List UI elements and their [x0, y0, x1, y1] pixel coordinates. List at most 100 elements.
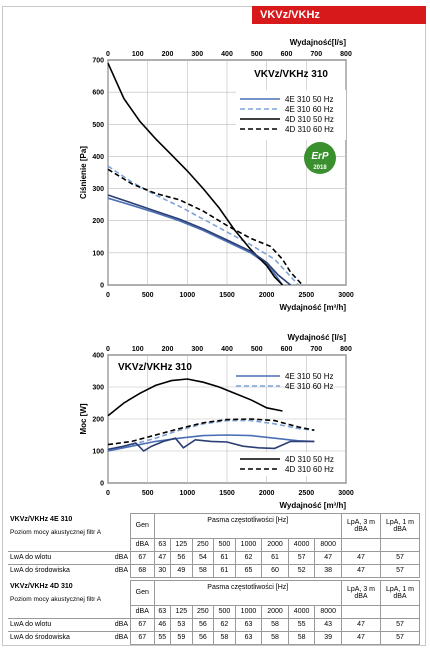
y-tick-label: 0 — [100, 283, 104, 290]
lpa1-unit-empty — [380, 604, 420, 619]
x-tick-label: 2000 — [259, 490, 275, 497]
band-value: 58 — [261, 630, 289, 645]
table-row: LwA do wlotu dBA 67 46 53 56 62 63 58 55 43 47 57 — [8, 617, 420, 632]
table-subheader-row: Poziom mocy akustycznej filtr A — [8, 593, 420, 605]
x-tick-label: 0 — [106, 292, 110, 299]
top-tick-label: 500 — [251, 346, 263, 353]
top-tick-label: 800 — [340, 51, 352, 58]
row-label-text: LwA do wlotu — [10, 554, 52, 561]
band-header: Pasma częstotliwości [Hz] — [153, 513, 343, 526]
lpa3-value: 47 — [341, 630, 381, 645]
row-label: LwA do środowiska dBA — [8, 630, 131, 644]
top-tick-label: 700 — [310, 51, 322, 58]
x-axis-label: Wydajność [m³/h] — [279, 501, 346, 510]
acoustic-table-4e: VKVz/VKHz 4E 310 Gen Pasma częstotliwości … — [8, 513, 420, 578]
x-tick-label: 0 — [106, 490, 110, 497]
band-value: 55 — [153, 630, 172, 645]
top-tick-label: 200 — [162, 346, 174, 353]
band-unit: 250 — [191, 604, 215, 619]
unit-row-label — [8, 605, 131, 618]
series-line — [107, 168, 303, 286]
x-tick-label: 500 — [142, 292, 154, 299]
lpa3-unit-empty — [341, 537, 381, 552]
x-tick-label: 1500 — [219, 292, 235, 299]
band-value: 38 — [314, 563, 342, 578]
top-tick-label: 300 — [191, 51, 203, 58]
band-value: 30 — [153, 563, 172, 578]
band-value: 54 — [191, 550, 215, 565]
series-line — [107, 378, 283, 417]
band-value: 63 — [234, 617, 263, 632]
row-label: LwA do wlotu dBA — [8, 550, 131, 564]
top-tick-label: 400 — [221, 51, 233, 58]
table-title: VKVz/VKHz 4D 310 — [10, 583, 73, 591]
band-unit: 2000 — [261, 537, 289, 552]
gen-value: 67 — [130, 550, 155, 565]
y-tick-label: 600 — [92, 90, 104, 97]
band-value: 61 — [213, 563, 236, 578]
acoustic-table-4d: VKVz/VKHz 4D 310 Gen Pasma częstotliwości … — [8, 580, 420, 645]
y-tick-label: 200 — [92, 218, 104, 225]
y-tick-label: 100 — [92, 449, 104, 456]
band-unit: 250 — [191, 537, 215, 552]
x-tick-label: 1500 — [219, 490, 235, 497]
top-tick-label: 200 — [162, 51, 174, 58]
band-unit: 1000 — [234, 604, 263, 619]
lpa3-unit-empty — [341, 604, 381, 619]
y-tick-label: 300 — [92, 385, 104, 392]
band-unit: 1000 — [234, 537, 263, 552]
erp-badge-text: ErP — [311, 151, 329, 162]
row-label-text: LwA do środowiska — [10, 567, 70, 575]
top-tick-label: 300 — [191, 346, 203, 353]
y-axis-label: Ciśnienie [Pa] — [79, 146, 88, 199]
band-unit: 125 — [170, 604, 193, 619]
band-unit: 63 — [153, 537, 172, 552]
table-unit-row: dBA 63 125 250 500 1000 2000 4000 8000 — [8, 604, 420, 619]
series-line — [107, 62, 284, 286]
x-tick-label: 2500 — [299, 292, 315, 299]
legend-label: 4D 310 50 Hz — [285, 115, 334, 124]
y-tick-label: 700 — [92, 58, 104, 65]
band-value: 58 — [213, 630, 236, 645]
unit-row-label — [8, 538, 131, 551]
row-unit: dBA — [114, 554, 128, 561]
erp-badge-year: 2018 — [313, 165, 327, 171]
top-tick-label: 100 — [132, 51, 144, 58]
x-tick-label: 1000 — [180, 292, 196, 299]
lpa1-header: LpA, 1 m dBA — [380, 580, 420, 606]
series-line — [107, 197, 284, 286]
x-tick-label: 3000 — [338, 292, 354, 299]
band-unit: 500 — [213, 537, 236, 552]
datasheet-frame — [2, 6, 426, 646]
band-value: 55 — [287, 617, 316, 632]
lpa1-value: 57 — [380, 617, 420, 632]
band-value: 62 — [234, 550, 263, 565]
row-unit: dBA — [114, 621, 128, 628]
top-tick-label: 600 — [281, 346, 293, 353]
product-tag: VKVz/VKHz — [252, 6, 426, 24]
top-tick-label: 0 — [106, 346, 110, 353]
band-value: 56 — [191, 630, 215, 645]
band-value: 63 — [234, 630, 263, 645]
lpa1-value: 57 — [380, 550, 420, 565]
chart-title: VKVz/VKHz 310 — [118, 362, 192, 373]
table-header-row: VKVz/VKHz 4D 310 Gen Pasma częstotliwości … — [8, 580, 420, 606]
band-value: 60 — [261, 563, 289, 578]
pressure-chart: 0 500 1000 1500 2000 2500 30000100200300400500… — [79, 38, 354, 312]
table-subtitle: Poziom mocy akustycznej filtr A — [10, 528, 102, 536]
legend-label: 4E 310 60 Hz — [285, 382, 333, 391]
top-tick-label: 600 — [281, 51, 293, 58]
gen-value: 68 — [130, 563, 155, 578]
table-row: LwA do środowiska dBA 68 30 49 58 61 65 60 52 38 47… — [8, 563, 420, 578]
x-tick-label: 2000 — [259, 292, 275, 299]
band-value: 65 — [234, 563, 263, 578]
band-unit: 2000 — [261, 604, 289, 619]
lpa1-header: LpA, 1 m dBA — [380, 513, 420, 539]
band-unit: 4000 — [287, 537, 316, 552]
lpa1-value: 57 — [380, 563, 420, 578]
lpa3-header: LpA, 3 m dBA — [341, 513, 381, 539]
series-line — [107, 194, 292, 286]
table-row: LwA do środowiska dBA 67 55 59 56 58 63 58 58 39 47… — [8, 630, 420, 645]
band-value: 61 — [213, 550, 236, 565]
